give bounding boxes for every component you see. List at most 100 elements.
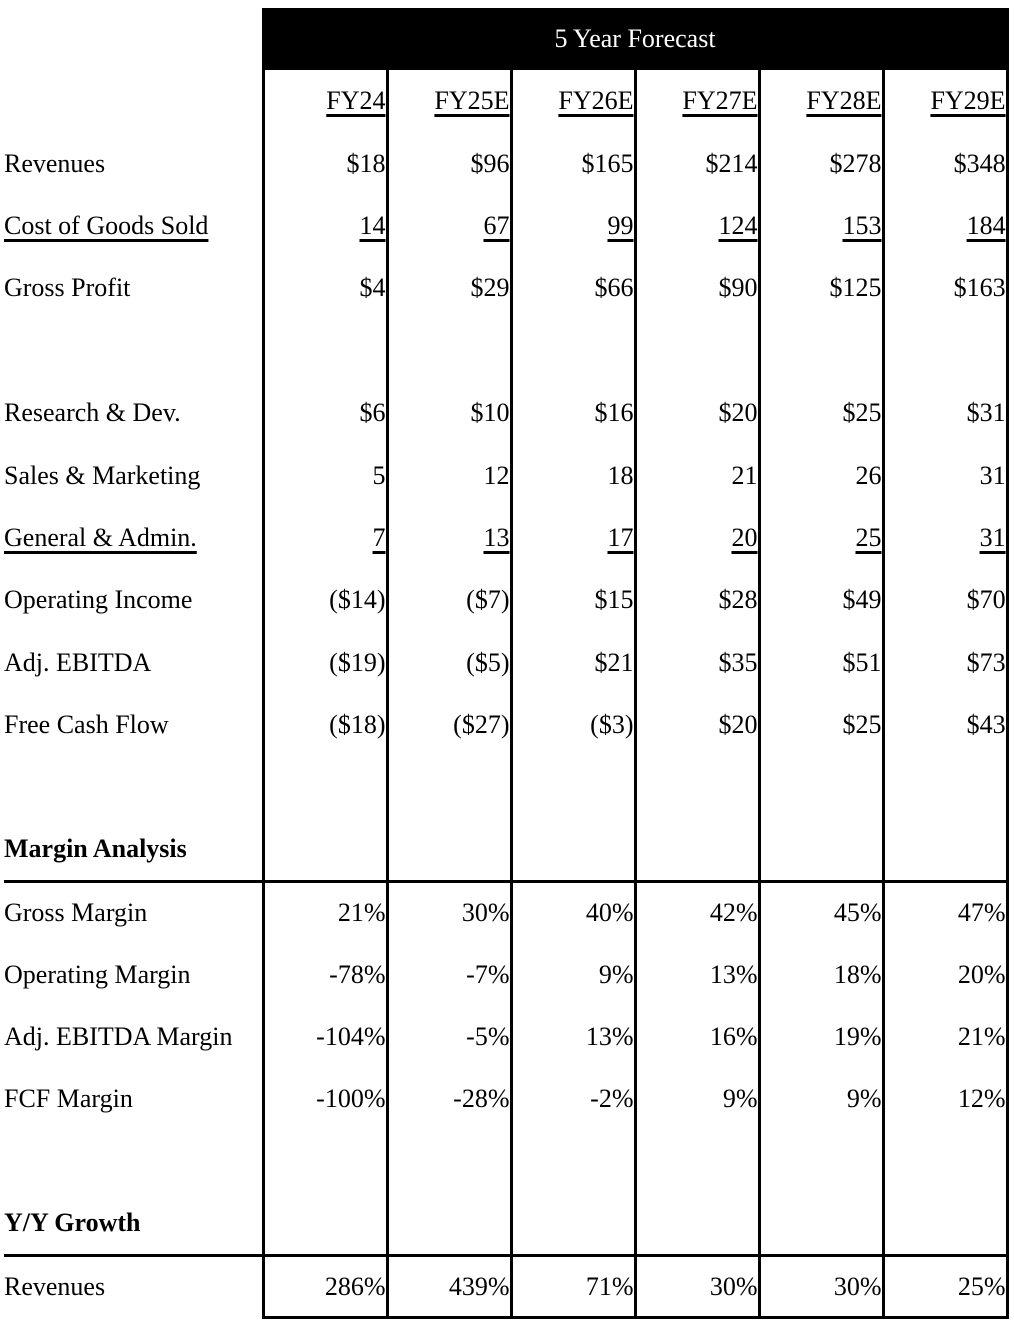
cell-value: ($19)	[261, 631, 387, 694]
cell-value: 184	[881, 194, 1009, 258]
cell-value: $25	[757, 693, 883, 757]
empty-cell	[261, 1193, 387, 1257]
cell-value: $16	[509, 381, 635, 445]
empty-cell	[385, 319, 511, 382]
cell-value: $31	[881, 381, 1009, 445]
cell-value: 9%	[757, 1068, 883, 1131]
cell-value: 30%	[633, 1255, 759, 1320]
table-row: Free Cash Flow ($18) ($27) ($3) $20 $25 …	[4, 693, 1009, 757]
empty-cell	[633, 1130, 759, 1194]
cell-value: 47%	[881, 881, 1009, 944]
table-row: Cost of Goods Sold 14 67 99 124 153 184	[4, 194, 1009, 258]
cell-value: $6	[261, 381, 387, 445]
empty-cell	[509, 818, 635, 883]
row-label: Gross Profit	[4, 273, 131, 303]
table-row: Revenues $18 $96 $165 $214 $278 $348	[4, 132, 1009, 195]
cell-value: $43	[881, 693, 1009, 757]
cell-value: $51	[757, 631, 883, 694]
cell-value: 26	[757, 444, 883, 507]
empty-cell	[385, 1130, 511, 1194]
cell-value: $348	[881, 132, 1009, 195]
cell-value: 13%	[633, 943, 759, 1006]
cell-value: 25%	[881, 1255, 1009, 1320]
cell-value: 12	[385, 444, 511, 507]
empty-cell	[509, 1193, 635, 1257]
cell-value: ($7)	[385, 569, 511, 632]
table-row: Research & Dev. $6 $10 $16 $20 $25 $31	[4, 381, 1009, 445]
cell-value: $165	[509, 132, 635, 195]
cell-value: -5%	[385, 1005, 511, 1069]
cell-value: 19%	[757, 1005, 883, 1069]
table-row: General & Admin. 7 13 17 20 25 31	[4, 506, 1009, 570]
cell-value: 20	[633, 506, 759, 570]
column-header: FY28E	[757, 70, 883, 133]
cell-value: $90	[633, 257, 759, 320]
row-label: FCF Margin	[4, 1084, 133, 1114]
cell-value: $10	[385, 381, 511, 445]
table-row: Operating Margin -78% -7% 9% 13% 18% 20%	[4, 943, 1009, 1006]
cell-value: 25	[757, 506, 883, 570]
empty-cell	[509, 756, 635, 819]
cell-value: 439%	[385, 1255, 511, 1320]
section-header-row: Margin Analysis	[4, 818, 1009, 883]
cell-value: $15	[509, 569, 635, 632]
cell-value: $25	[757, 381, 883, 445]
cell-value: 67	[385, 194, 511, 258]
cell-value: $214	[633, 132, 759, 195]
section-label: Margin Analysis	[4, 818, 263, 883]
cell-value: 13%	[509, 1005, 635, 1069]
row-label: Free Cash Flow	[4, 710, 169, 740]
cell-value: $4	[261, 257, 387, 320]
cell-value: 17	[509, 506, 635, 570]
empty-cell	[261, 1130, 387, 1194]
table-row: Adj. EBITDA ($19) ($5) $21 $35 $51 $73	[4, 631, 1009, 694]
empty-cell	[633, 1193, 759, 1257]
cell-value: ($27)	[385, 693, 511, 757]
cell-value: -7%	[385, 943, 511, 1006]
table-row: Gross Margin 21% 30% 40% 42% 45% 47%	[4, 881, 1009, 944]
empty-cell	[385, 1193, 511, 1257]
empty-cell	[4, 1131, 263, 1193]
row-label: Gross Margin	[4, 898, 148, 928]
cell-value: ($14)	[261, 569, 387, 632]
cell-value: 12%	[881, 1068, 1009, 1131]
empty-cell	[881, 756, 1009, 819]
table-row: 5 Year Forecast	[4, 8, 1009, 70]
cell-value: $70	[881, 569, 1009, 632]
empty-cell	[633, 756, 759, 819]
row-label: General & Admin.	[4, 522, 197, 552]
row-label: Adj. EBITDA Margin	[4, 1022, 233, 1052]
empty-cell	[509, 319, 635, 382]
row-label: Revenues	[4, 1272, 106, 1302]
row-label: Operating Margin	[4, 959, 191, 989]
row-label: Cost of Goods Sold	[4, 210, 209, 240]
section-header-row: Y/Y Growth	[4, 1193, 1009, 1257]
cell-value: $21	[509, 631, 635, 694]
cell-value: 21	[633, 444, 759, 507]
cell-value: $73	[881, 631, 1009, 694]
cell-value: ($18)	[261, 693, 387, 757]
table-row: FCF Margin -100% -28% -2% 9% 9% 12%	[4, 1068, 1009, 1131]
cell-value: 9%	[633, 1068, 759, 1131]
empty-cell	[881, 1130, 1009, 1194]
cell-value: 45%	[757, 881, 883, 944]
cell-value: ($3)	[509, 693, 635, 757]
cell-value: $66	[509, 257, 635, 320]
cell-value: 42%	[633, 881, 759, 944]
cell-value: -104%	[261, 1005, 387, 1069]
cell-value: 31	[881, 506, 1009, 570]
cell-value: 13	[385, 506, 511, 570]
cell-value: 153	[757, 194, 883, 258]
cell-value: 9%	[509, 943, 635, 1006]
row-label: Revenues	[4, 148, 106, 178]
table-row: Revenues 286% 439% 71% 30% 30% 25%	[4, 1255, 1009, 1320]
cell-value: $49	[757, 569, 883, 632]
spacer-row	[4, 1130, 1009, 1194]
cell-value: 20%	[881, 943, 1009, 1006]
empty-cell	[4, 320, 263, 382]
cell-value: 31	[881, 444, 1009, 507]
cell-value: 124	[633, 194, 759, 258]
cell-value: 99	[509, 194, 635, 258]
cell-value: 40%	[509, 881, 635, 944]
table-row: Gross Profit $4 $29 $66 $90 $125 $163	[4, 257, 1009, 320]
